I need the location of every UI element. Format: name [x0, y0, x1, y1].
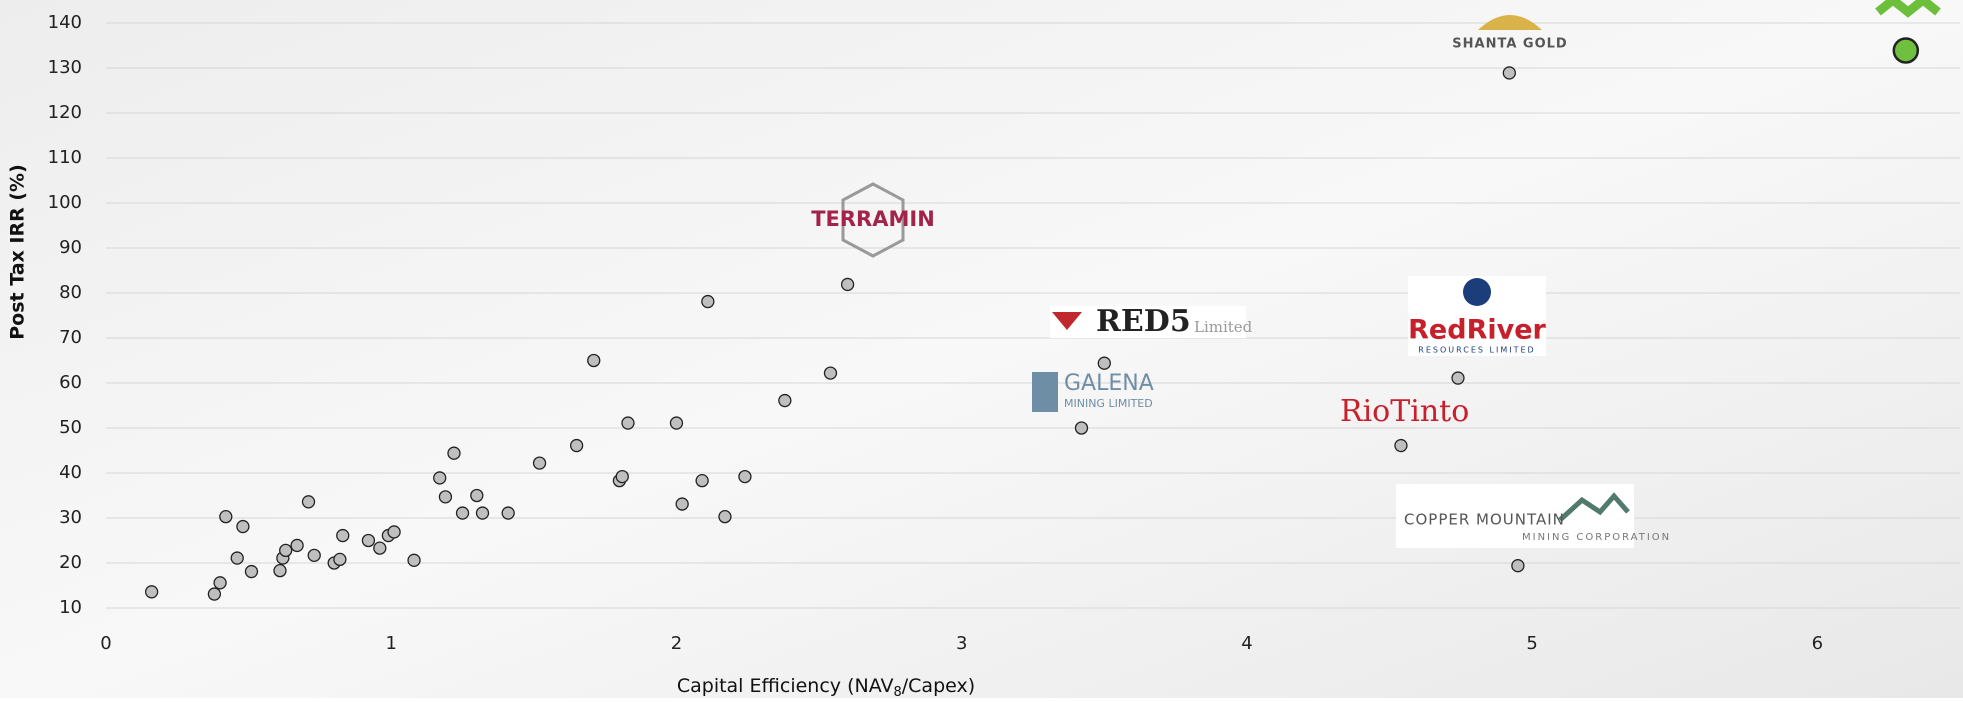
logo-box	[1396, 484, 1634, 548]
point	[823, 366, 838, 380]
point	[532, 456, 547, 470]
point	[470, 488, 484, 503]
x-label-sub: 8	[893, 685, 901, 699]
logo-text: RedRiver	[1408, 315, 1546, 346]
point	[279, 543, 293, 558]
point	[840, 277, 855, 292]
y-tick-label: 80	[59, 282, 82, 303]
logo-shape	[1032, 372, 1058, 412]
point	[1892, 37, 1920, 64]
x-axis-label: Capital Efficiency (NAV8/Capex)	[677, 675, 975, 699]
point	[669, 416, 684, 430]
x-tick-label: 1	[386, 633, 397, 654]
y-tick-label: 110	[48, 147, 82, 168]
point	[1097, 356, 1111, 370]
logo-text: GALENA	[1064, 371, 1154, 396]
logo-text: RED5	[1096, 304, 1191, 339]
logo-text: TERRAMIN	[811, 207, 935, 231]
y-tick-label: 130	[48, 57, 82, 78]
point	[301, 495, 316, 509]
point	[207, 587, 222, 601]
point	[407, 553, 421, 567]
point	[695, 473, 709, 488]
logo-text: SHANTA GOLD	[1452, 37, 1567, 52]
point	[290, 538, 304, 553]
logo-shape	[1558, 492, 1630, 522]
point	[373, 541, 387, 555]
logos: SHANTA GOLD TERRAMIN RED5 Limited GALENA…	[811, 15, 1671, 548]
logo-shape	[1463, 278, 1491, 306]
x-label-part: /Capex)	[902, 675, 975, 697]
y-tick-label: 30	[59, 507, 82, 528]
y-tick-label: 50	[59, 417, 82, 438]
y-tick-label: 140	[48, 12, 82, 33]
y-tick-label: 70	[59, 327, 82, 348]
logo-text: COPPER MOUNTAIN	[1404, 511, 1565, 529]
point	[587, 353, 601, 368]
point	[219, 510, 233, 524]
logo-text: MINING LIMITED	[1064, 397, 1153, 410]
x-tick-label: 4	[1241, 633, 1252, 654]
point	[230, 551, 244, 565]
point	[778, 393, 792, 408]
x-tick-label: 6	[1812, 633, 1823, 654]
point	[569, 438, 584, 453]
point	[675, 497, 689, 511]
point	[1451, 371, 1465, 385]
x-tick-label: 0	[100, 633, 111, 654]
logo-shape	[1478, 15, 1542, 30]
point	[1502, 66, 1516, 80]
y-axis-label: Post Tax IRR (%)	[7, 164, 29, 340]
point	[621, 416, 635, 430]
point	[718, 510, 732, 524]
point	[213, 576, 227, 590]
y-tick-label: 90	[59, 237, 82, 258]
point	[615, 469, 629, 484]
y-tick-label: 60	[59, 372, 82, 393]
point	[455, 506, 470, 520]
point	[144, 585, 159, 599]
point	[475, 506, 490, 520]
point	[1074, 421, 1089, 435]
logo-text: RioTinto	[1340, 394, 1469, 429]
point	[273, 564, 287, 578]
point	[1511, 559, 1525, 573]
logo-shape	[841, 182, 905, 258]
y-tick-label: 100	[48, 192, 82, 213]
point	[387, 525, 401, 539]
y-tick-label: 40	[59, 462, 82, 483]
point	[307, 548, 321, 562]
logo-box	[1050, 306, 1246, 338]
point	[438, 490, 453, 504]
y-tick-label: 10	[59, 597, 82, 618]
point	[244, 564, 259, 579]
y-tick-label: 120	[48, 102, 82, 123]
x-tick-label: 2	[671, 633, 682, 654]
x-tick-label: 5	[1526, 633, 1537, 654]
y-tick-label: 20	[59, 552, 82, 573]
point	[433, 471, 447, 485]
point	[447, 446, 461, 460]
point	[1394, 438, 1408, 453]
point	[738, 469, 752, 484]
point	[336, 528, 350, 543]
point	[236, 519, 250, 534]
point	[333, 552, 347, 567]
x-label-part: Capital Efficiency (NAV	[677, 675, 894, 697]
point	[501, 506, 515, 520]
logo-text: MINING CORPORATION	[1522, 532, 1671, 543]
point	[361, 533, 376, 548]
logo-shape	[1052, 312, 1082, 330]
point	[701, 294, 715, 309]
logo-text: Limited	[1194, 318, 1253, 336]
x-tick-label: 3	[956, 633, 967, 654]
logo-mark	[1875, 0, 1941, 18]
logo-text: RESOURCES LIMITED	[1418, 346, 1535, 355]
